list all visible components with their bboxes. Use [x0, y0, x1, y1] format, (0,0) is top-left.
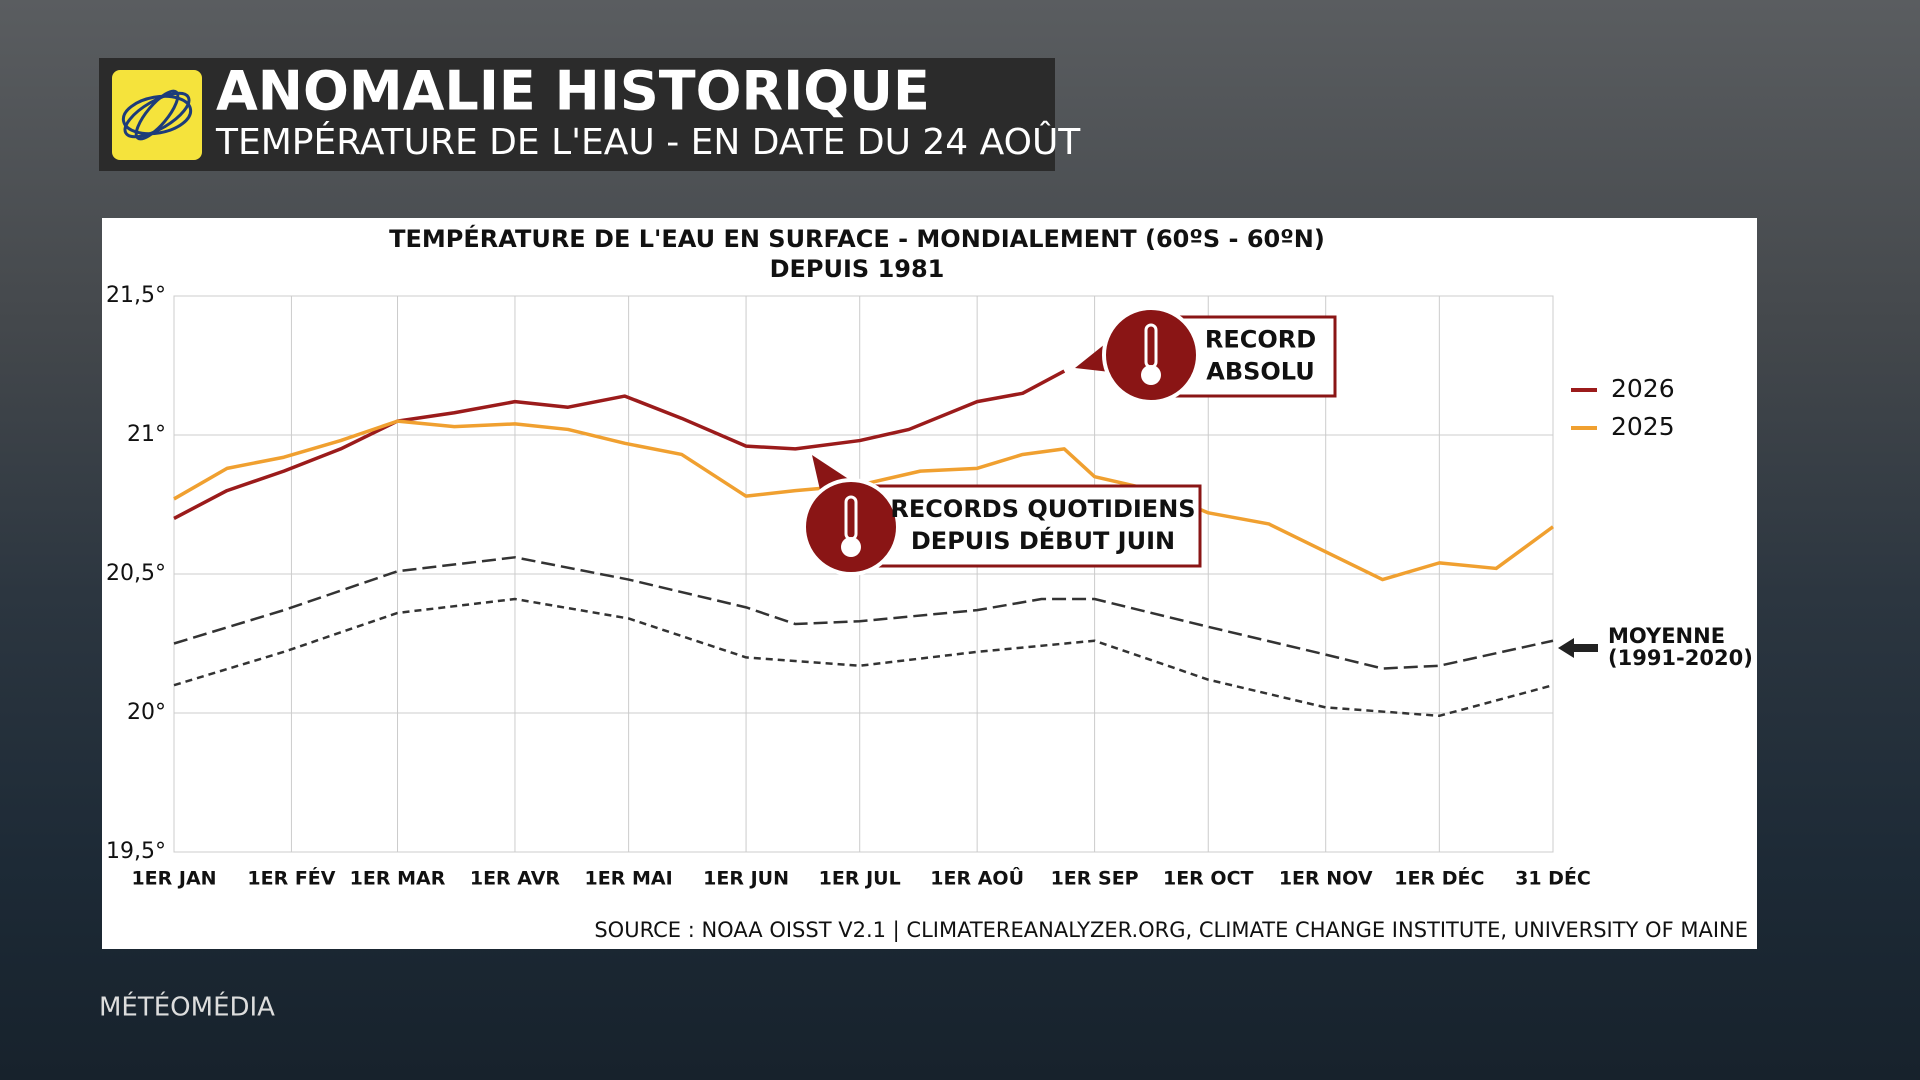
y-tick-label: 21,5° [106, 283, 166, 308]
x-tick-label: 1ER MAR [350, 868, 446, 890]
callout-badge [802, 478, 900, 576]
chart-panel [102, 218, 1757, 949]
series-line [173, 597, 1554, 718]
series-line [173, 419, 1555, 582]
legend-label: 2026 [1611, 374, 1675, 403]
x-tick-label: 1ER FÉV [247, 867, 335, 890]
series-line [173, 369, 1066, 520]
mean-arrow [1558, 638, 1598, 658]
x-tick-label: 1ER SEP [1051, 868, 1139, 890]
thermometer-bulb [841, 537, 861, 557]
mean-label: MOYENNE [1608, 624, 1725, 648]
header-title: ANOMALIE HISTORIQUE [216, 60, 930, 123]
thermometer-bulb [1141, 365, 1161, 385]
header-box [99, 58, 1055, 171]
y-tick-label: 20,5° [106, 561, 166, 586]
x-tick-label: 1ER AVR [470, 868, 561, 890]
x-tick-label: 31 DÉC [1515, 867, 1591, 890]
brand: MÉTÉOMÉDIA [99, 991, 275, 1023]
x-tick-label: 1ER AOÛ [930, 866, 1024, 890]
callout-label: RECORD [1205, 326, 1316, 354]
logo-swirl [121, 89, 193, 141]
callout-label: ABSOLU [1206, 358, 1314, 386]
legend-label: 2025 [1611, 412, 1675, 441]
y-tick-label: 21° [127, 422, 166, 447]
chart-subtitle: DEPUIS 1981 [770, 255, 945, 283]
header-subtitle: TEMPÉRATURE DE L'EAU - EN DATE DU 24 AOÛ… [215, 121, 1081, 163]
y-tick-label: 20° [127, 700, 166, 725]
callout-badge [1102, 306, 1200, 404]
callout-pointer [1075, 340, 1110, 372]
chart-title: TEMPÉRATURE DE L'EAU EN SURFACE - MONDIA… [389, 224, 1325, 253]
x-tick-label: 1ER JUN [703, 868, 789, 890]
x-tick-label: 1ER OCT [1163, 868, 1254, 890]
x-tick-label: 1ER JUL [819, 868, 901, 890]
callout-box [848, 484, 1202, 568]
x-tick-label: 1ER MAI [585, 868, 673, 890]
x-tick-label: 1ER NOV [1279, 868, 1373, 890]
series-line [173, 556, 1554, 670]
mean-label: (1991-2020) [1608, 646, 1753, 670]
source: SOURCE : NOAA OISST V2.1 | CLIMATEREANAL… [594, 918, 1748, 943]
x-tick-label: 1ER DÉC [1394, 867, 1484, 890]
x-tick-label: 1ER JAN [131, 868, 216, 890]
callout-label: DEPUIS DÉBUT JUIN [911, 526, 1175, 555]
callout-label: RECORDS QUOTIDIENS [890, 495, 1195, 523]
y-tick-label: 19,5° [106, 839, 166, 864]
